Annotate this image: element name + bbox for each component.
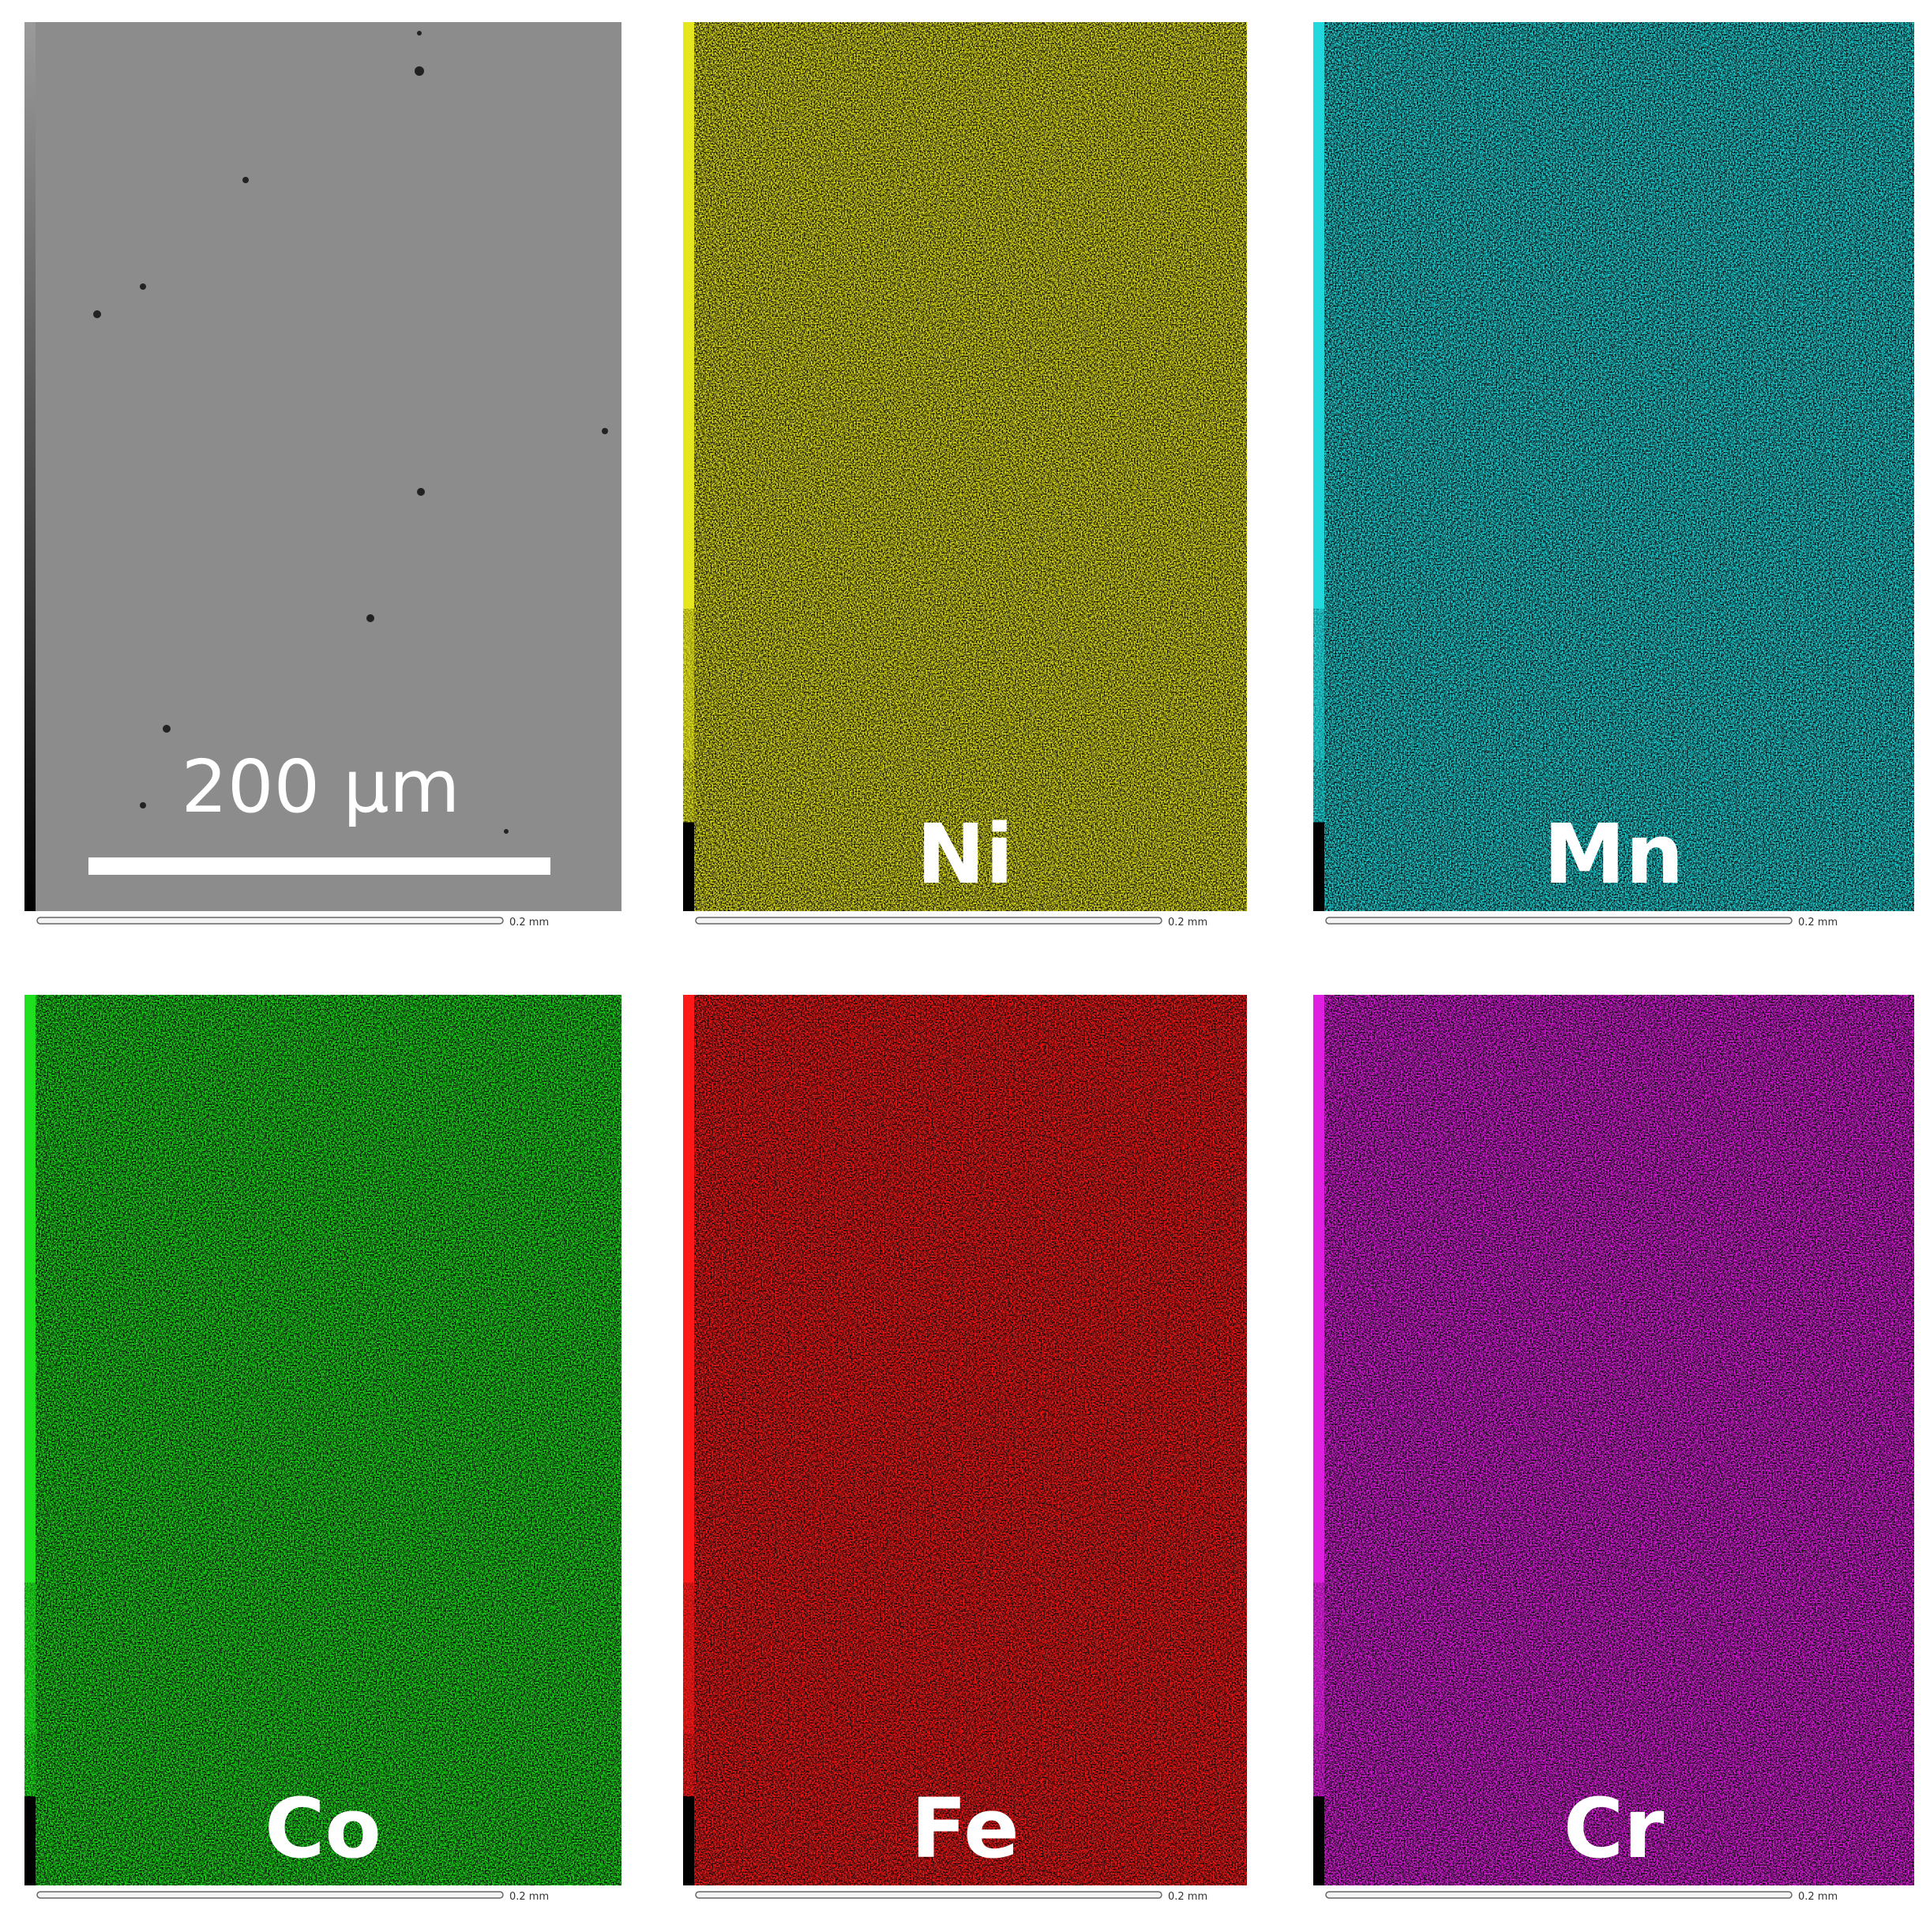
element-label: Co <box>265 1780 381 1877</box>
color-bar <box>683 609 694 760</box>
color-bar <box>683 1796 694 1885</box>
scale-bar-label: 200 µm <box>182 745 460 829</box>
pore <box>366 614 374 622</box>
pore <box>417 488 425 496</box>
map-panel: 200 µm 0.2 mm <box>24 22 621 928</box>
element-label: Fe <box>911 1780 1019 1877</box>
scale-bar <box>88 857 550 875</box>
map-panel: Ni 0.2 mm <box>683 22 1247 928</box>
color-bar <box>1313 22 1324 610</box>
color-bar <box>1313 1796 1324 1885</box>
scale-track <box>1325 1891 1793 1899</box>
scale-text: 0.2 mm <box>509 1891 549 1903</box>
element-map <box>683 995 1247 1885</box>
gray-bar <box>24 22 36 911</box>
scale-text: 0.2 mm <box>1168 1891 1207 1903</box>
scale-text: 0.2 mm <box>509 917 549 928</box>
pore <box>415 66 424 76</box>
pore <box>504 829 509 834</box>
pore <box>140 283 146 290</box>
pore <box>242 177 249 183</box>
color-bar <box>1313 609 1324 760</box>
element-label: Mn <box>1544 806 1684 902</box>
element-map <box>683 22 1247 911</box>
scale-text: 0.2 mm <box>1168 917 1207 928</box>
map-panel: Cr 0.2 mm <box>1313 995 1914 1903</box>
pore <box>602 428 608 434</box>
sem-image <box>24 22 621 911</box>
scale-track <box>695 1891 1162 1899</box>
pore <box>163 725 171 733</box>
pore <box>417 31 422 36</box>
element-label: Cr <box>1564 1780 1665 1877</box>
color-bar <box>24 1734 36 1797</box>
map-panel: Mn 0.2 mm <box>1313 22 1914 928</box>
element-label: Ni <box>917 806 1014 902</box>
pore <box>93 310 101 318</box>
color-bar <box>24 1582 36 1735</box>
color-bar <box>683 995 694 1583</box>
color-bar <box>24 995 36 1583</box>
map-panel: Co 0.2 mm <box>24 995 621 1903</box>
color-bar <box>24 1796 36 1885</box>
color-bar <box>1313 995 1324 1583</box>
element-map <box>1313 995 1914 1885</box>
color-bar <box>1313 822 1324 911</box>
scale-track <box>1325 917 1793 925</box>
pore <box>140 802 146 808</box>
element-map <box>24 995 621 1885</box>
color-bar <box>1313 1582 1324 1735</box>
scale-text: 0.2 mm <box>1798 1891 1838 1903</box>
color-bar <box>683 22 694 610</box>
scale-track <box>36 917 504 925</box>
color-bar <box>683 760 694 823</box>
color-bar <box>683 1734 694 1797</box>
scale-text: 0.2 mm <box>1798 917 1838 928</box>
color-bar <box>683 1582 694 1735</box>
element-map <box>1313 22 1914 911</box>
color-bar <box>1313 760 1324 823</box>
scale-track <box>695 917 1162 925</box>
color-bar <box>1313 1734 1324 1797</box>
scale-track <box>36 1891 504 1899</box>
map-panel: Fe 0.2 mm <box>683 995 1247 1903</box>
color-bar <box>683 822 694 911</box>
